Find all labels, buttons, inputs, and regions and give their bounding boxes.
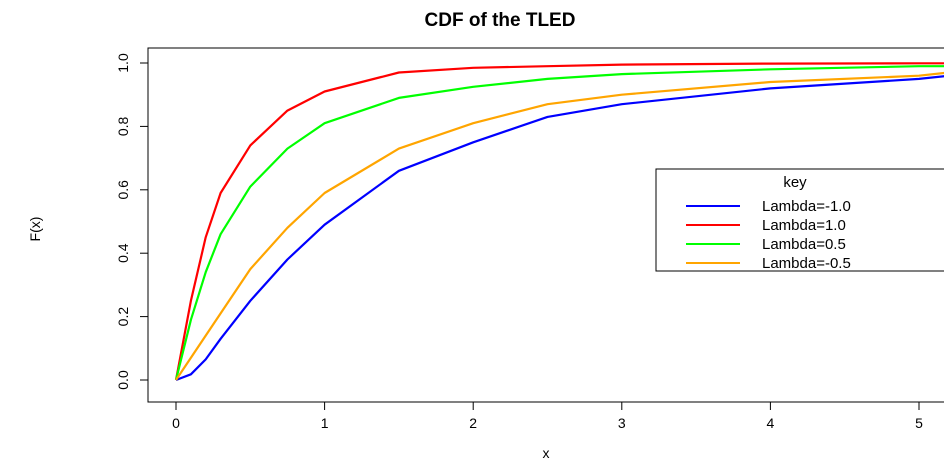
y-tick-label: 0.4 bbox=[115, 243, 131, 263]
y-tick-label: 0.2 bbox=[115, 307, 131, 327]
y-tick-label: 0.6 bbox=[115, 180, 131, 200]
legend-title: key bbox=[783, 174, 807, 191]
y-tick-label: 1.0 bbox=[115, 53, 131, 73]
series-line bbox=[174, 65, 944, 381]
x-tick-label: 1 bbox=[321, 415, 329, 431]
series-line bbox=[174, 62, 944, 381]
legend-box bbox=[655, 168, 944, 272]
legend: key Lambda=-1.0 Lambda=1.0 Lambda=0.5 Lambd… bbox=[655, 168, 944, 272]
series-line bbox=[175, 71, 944, 381]
x-tick-label: 4 bbox=[767, 415, 775, 431]
y-tick-label: 0.8 bbox=[115, 116, 131, 136]
x-axis-label: x bbox=[543, 445, 550, 461]
chart-title: CDF of the TLED bbox=[425, 10, 576, 31]
x-tick-label: 2 bbox=[469, 415, 477, 431]
legend-label: Lambda=-1.0 bbox=[762, 198, 851, 215]
x-tick-label: 5 bbox=[915, 415, 923, 431]
legend-label: Lambda=0.5 bbox=[762, 236, 846, 253]
x-tick-label: 3 bbox=[618, 415, 626, 431]
y-tick-label: 0.0 bbox=[115, 370, 131, 390]
x-axis: 0 1 2 3 4 5 bbox=[172, 401, 923, 431]
series-layer bbox=[174, 62, 944, 382]
y-axis-label: F(x) bbox=[27, 217, 43, 242]
series-line bbox=[175, 75, 944, 382]
x-tick-label: 0 bbox=[172, 415, 180, 431]
legend-label: Lambda=1.0 bbox=[762, 217, 846, 234]
legend-label: Lambda=-0.5 bbox=[762, 255, 851, 272]
y-axis: 0.0 0.2 0.4 0.6 0.8 1.0 bbox=[115, 53, 149, 390]
